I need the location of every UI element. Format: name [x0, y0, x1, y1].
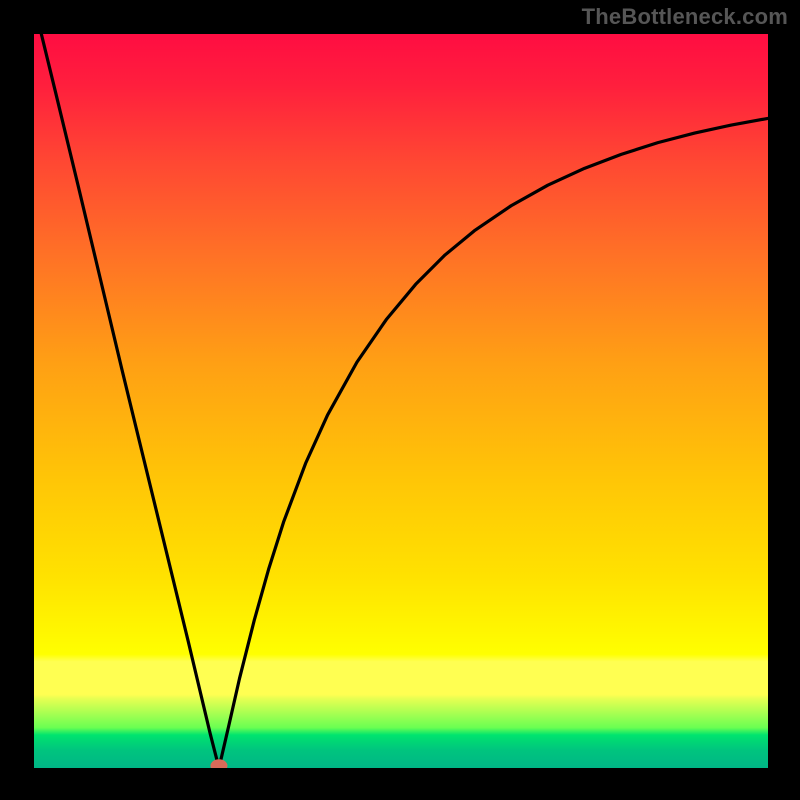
plot-area: [34, 34, 768, 768]
watermark-text: TheBottleneck.com: [582, 4, 788, 30]
optimal-point-marker: [211, 760, 227, 768]
chart-frame: TheBottleneck.com: [0, 0, 800, 800]
bottleneck-curve-chart: [34, 34, 768, 768]
